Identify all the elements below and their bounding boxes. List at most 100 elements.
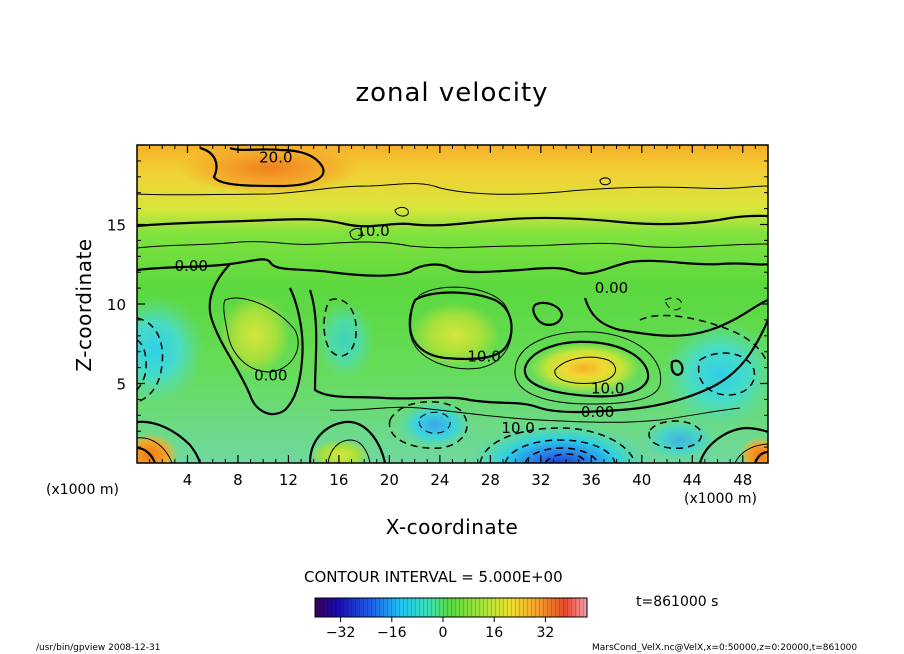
contour-small-loop-5 <box>670 359 684 376</box>
x-tick-label: 8 <box>233 471 243 489</box>
contour-neg10-mid <box>418 411 451 434</box>
contour-neg5-right <box>639 314 768 366</box>
contour-label: 0.00 <box>595 279 628 297</box>
y-tick-label: 5 <box>116 376 126 394</box>
contour-small-loop-3 <box>599 177 611 186</box>
bottom-left-warm <box>137 433 178 463</box>
contour-label: 10.0 <box>501 419 534 437</box>
contour-neg10-bottom <box>504 439 616 463</box>
colorbar-tick-label: −16 <box>377 625 407 641</box>
contour-5-upper <box>137 241 768 249</box>
left-max-region <box>220 295 290 375</box>
contour-5-bottom-left <box>137 437 173 463</box>
contour-thin-lower <box>329 406 741 423</box>
negative-contours <box>137 297 768 463</box>
lower-right-min-region <box>640 418 720 462</box>
colorbar-tick-label: 16 <box>485 625 503 641</box>
mid-left-min-region <box>315 300 375 380</box>
bottom-right-warm <box>740 437 768 463</box>
colorbar-ticks: −32 −16 0 16 32 <box>326 617 554 641</box>
colorbar-tick-label: −32 <box>326 625 356 641</box>
colorbar: −32 −16 0 16 32 <box>314 597 588 641</box>
contour-small-loop-1 <box>349 228 363 240</box>
x-tick-label: 16 <box>329 471 348 489</box>
contour-neg5-midleft <box>323 298 357 357</box>
x-tick-label: 48 <box>733 471 752 489</box>
lower-right-max-region <box>530 343 640 393</box>
x-tick-label: 20 <box>380 471 399 489</box>
contour-0-middle <box>308 289 768 414</box>
contour-0-upper <box>137 258 768 277</box>
footer-left: /usr/bin/gpview 2008-12-31 <box>36 643 161 653</box>
contour-label: 0.00 <box>175 257 208 275</box>
contour-5-right <box>514 331 662 405</box>
right-min-region <box>660 320 768 430</box>
x-unit-label-left: (x1000 m) <box>46 482 119 498</box>
contour-0-left-loop <box>208 263 304 416</box>
x-tick-label: 36 <box>582 471 601 489</box>
chart-title: zonal velocity <box>355 78 549 108</box>
footer-right: MarsCond_VelX.nc@VelX,x=0:50000,z=0:2000… <box>592 643 858 653</box>
contour-0-bottom-left <box>137 420 202 463</box>
contour-neg20-bottom <box>524 447 599 463</box>
center-max-region <box>410 303 500 367</box>
contour-lines <box>137 146 768 463</box>
contour-label: 10.0 <box>356 222 389 240</box>
mid-min-region <box>395 400 475 450</box>
contour-5-left <box>223 297 299 373</box>
contour-10-lower-right <box>523 340 650 398</box>
contour-label: 10.0 <box>591 379 624 397</box>
colorbar-tick-label: 32 <box>536 625 554 641</box>
x-tick-label: 32 <box>531 471 550 489</box>
x-tick-label: 24 <box>430 471 449 489</box>
contour-label: 0.00 <box>581 403 614 421</box>
time-label: t=861000 s <box>636 594 719 610</box>
contour-10-bottom-left <box>137 446 157 463</box>
contour-neg10-right <box>697 352 756 396</box>
contour-neg5-mid <box>388 400 468 449</box>
x-axis-label: X-coordinate <box>385 515 519 539</box>
contour-5-bottom-mid <box>327 439 371 463</box>
contour-5-bottom-right <box>734 443 768 463</box>
x-tick-label: 28 <box>481 471 500 489</box>
contour-small-loop-2 <box>394 206 409 217</box>
contour-label: 10.0 <box>467 347 500 365</box>
contour-neg5-left <box>137 317 164 403</box>
contour-15 <box>137 183 768 196</box>
contour-0-bottom-mid <box>308 420 387 463</box>
bottom-mid-warm <box>310 440 370 463</box>
contour-interval-text: CONTOUR INTERVAL = 5.000E+00 <box>304 568 563 586</box>
contour-10-center <box>408 291 513 361</box>
contour-neg30-bottom <box>544 453 587 463</box>
x-tick-label: 4 <box>183 471 193 489</box>
x-unit-label-right: (x1000 m) <box>684 491 757 507</box>
contour-label: 0.00 <box>254 367 287 385</box>
left-min-region <box>137 295 205 405</box>
contour-5-center <box>408 286 513 370</box>
x-tick-label: 40 <box>632 471 651 489</box>
contour-label: 20.0 <box>259 149 292 167</box>
contour-neg10-left <box>137 339 147 391</box>
contour-neg5-bottom <box>479 427 636 463</box>
y-tick-label: 10 <box>107 296 126 314</box>
y-axis-label: Z-coordinate <box>72 238 96 372</box>
contour-10-upper <box>137 214 768 228</box>
contour-20 <box>199 146 325 188</box>
contour-neg5-lower-right <box>648 420 702 450</box>
axis-ticks <box>137 145 768 463</box>
colorbar-tick-label: 0 <box>439 625 448 641</box>
contour-neg-small-right <box>664 297 683 311</box>
colorbar-stripes <box>315 598 587 617</box>
x-tick-label: 12 <box>279 471 298 489</box>
x-tick-label: 44 <box>683 471 702 489</box>
bottom-min-region <box>465 421 655 463</box>
y-tick-label: 15 <box>107 217 126 235</box>
contour-15-lower-right <box>554 356 616 384</box>
contour-small-loop-4 <box>532 301 564 326</box>
velocity-field <box>137 145 768 463</box>
contour-labels: 20.0 10.0 0.00 0.00 10.0 0.00 10.0 0.00 10.0 <box>175 149 629 437</box>
colorbar-frame <box>314 597 588 618</box>
contour-0-right <box>583 297 768 337</box>
